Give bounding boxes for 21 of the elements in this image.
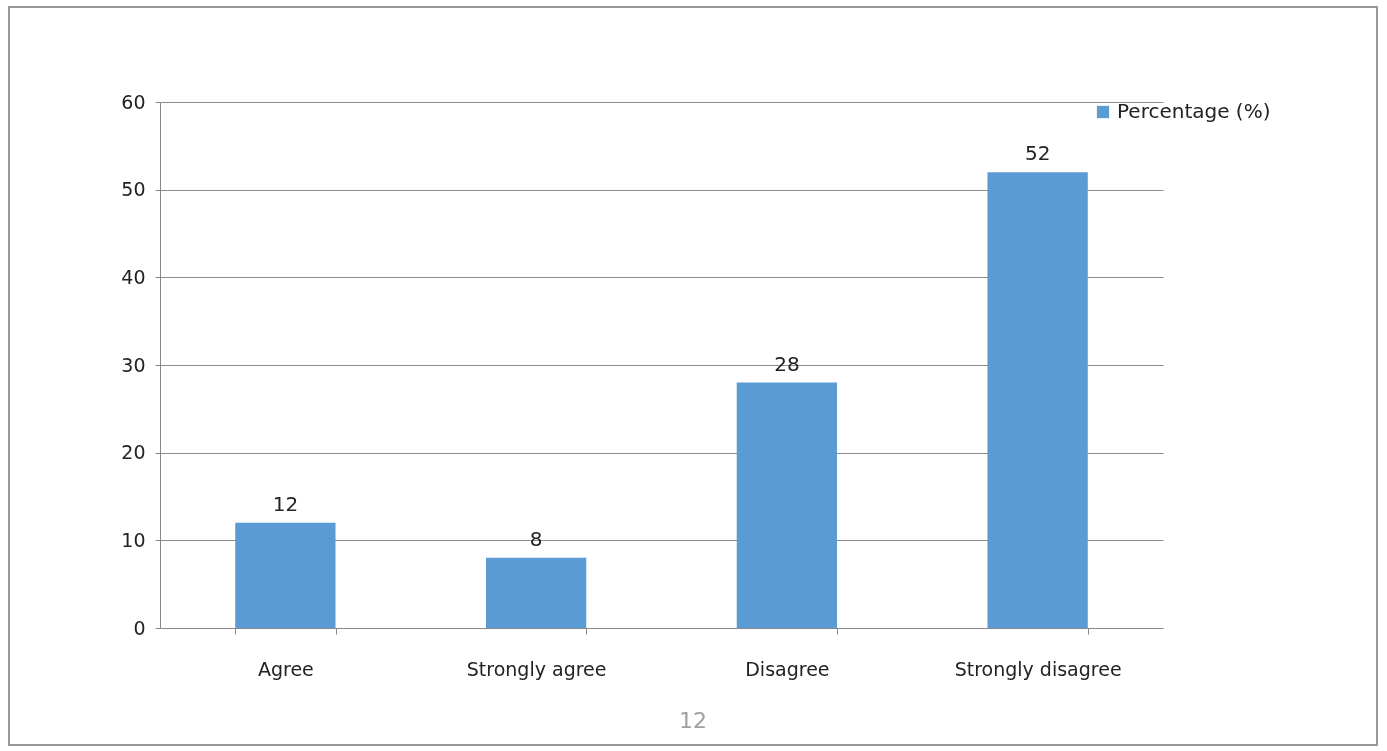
- y-tick-label: 0: [133, 616, 146, 639]
- y-tick-label: 60: [121, 90, 146, 113]
- legend-label: Percentage (%): [1117, 99, 1271, 123]
- data-label: 28: [774, 351, 800, 376]
- bar: [485, 557, 587, 628]
- x-tick-label: Strongly disagree: [954, 657, 1122, 680]
- y-tick-label: 40: [121, 265, 146, 288]
- x-tick-label: Disagree: [745, 657, 830, 680]
- text: 12: [678, 708, 708, 733]
- bar: [736, 382, 838, 628]
- y-tick-label: 10: [121, 528, 146, 551]
- bar: [987, 172, 1088, 628]
- data-label: 12: [272, 491, 299, 516]
- y-tick-label: 30: [121, 353, 146, 376]
- data-label: 52: [1024, 141, 1051, 166]
- y-tick-label: 20: [121, 441, 146, 464]
- y-tick-label: 50: [121, 178, 146, 201]
- x-tick-label: Strongly agree: [466, 657, 607, 680]
- x-tick-label: Agree: [257, 657, 314, 680]
- bar: [235, 522, 336, 628]
- data-label: 8: [529, 526, 543, 551]
